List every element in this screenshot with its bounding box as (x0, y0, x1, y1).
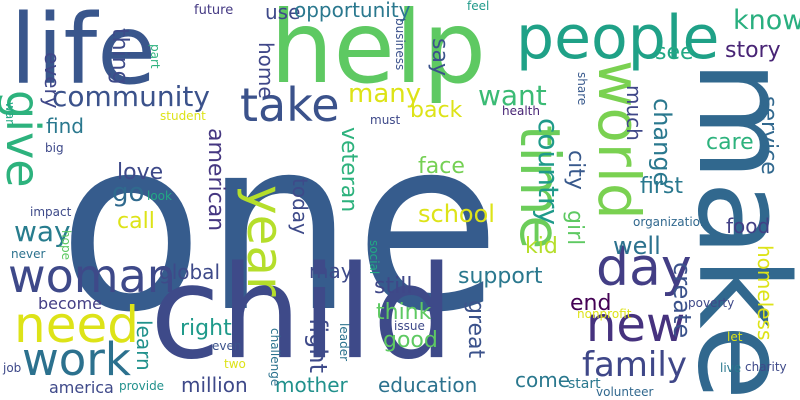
word-well: well (613, 232, 661, 260)
word-country: country (532, 118, 565, 226)
word-today: today (288, 178, 312, 235)
word-veteran: veteran (336, 127, 361, 213)
word-take: take (240, 78, 340, 132)
word-organization: organization (633, 215, 708, 229)
word-come: come (515, 368, 571, 392)
word-girl: girl (562, 210, 587, 246)
word-global: global (159, 260, 220, 284)
word-leader: leader (337, 323, 351, 362)
word-people: people (516, 3, 720, 73)
word-food: food (726, 214, 771, 238)
word-war: war (3, 102, 17, 125)
word-good: good (383, 328, 438, 353)
word-thing: thing (107, 28, 132, 85)
word-right: right (180, 316, 232, 341)
word-many: many (348, 79, 422, 109)
word-one: one (58, 88, 501, 365)
word-love: love (117, 160, 164, 185)
word-end: end (570, 291, 612, 316)
word-story: story (725, 38, 781, 63)
word-think: think (376, 300, 432, 325)
word-provide: provide (119, 379, 165, 393)
word-day: day (596, 238, 692, 298)
word-social: social (367, 240, 381, 275)
word-student: student (160, 109, 206, 123)
word-way: way (14, 215, 71, 248)
word-volunteer: volunteer (596, 385, 654, 399)
word-america: america (49, 378, 114, 397)
word-future: future (194, 3, 234, 18)
word-see: see (655, 40, 694, 65)
word-use: use (265, 0, 301, 24)
word-life: life (10, 0, 157, 106)
word-community: community (52, 80, 210, 113)
word-poverty: poverty (688, 296, 735, 310)
word-work: work (22, 333, 131, 386)
word-mother: mother (275, 373, 348, 397)
word-find: find (46, 114, 84, 138)
word-share: share (575, 72, 589, 106)
word-city: city (563, 150, 588, 190)
word-family: family (582, 345, 687, 385)
word-year: year (236, 185, 294, 297)
word-american: american (203, 128, 228, 232)
word-go: go (112, 178, 145, 208)
word-two: two (224, 357, 246, 371)
word-feel: feel (467, 0, 490, 13)
word-charity: charity (745, 360, 787, 374)
word-even: even (212, 339, 242, 353)
word-opportunity: opportunity (294, 0, 411, 22)
word-look: look (147, 189, 172, 203)
word-still: still (374, 274, 413, 299)
word-live: live (720, 361, 742, 375)
word-call: call (117, 209, 155, 234)
word-every: every (40, 52, 64, 109)
word-much: much (622, 85, 646, 141)
word-education: education (378, 373, 478, 397)
word-may: may (309, 259, 353, 283)
word-issue: issue (394, 319, 425, 333)
word-new: new (586, 297, 686, 353)
word-start: start (568, 376, 601, 392)
word-never: never (11, 247, 46, 261)
word-fight: fight (304, 318, 332, 373)
word-job: job (3, 361, 22, 375)
word-great: great (463, 300, 488, 359)
word-service: service (756, 96, 781, 175)
word-woman: woman (8, 249, 176, 303)
word-must: must (370, 113, 401, 127)
word-child: child (150, 239, 454, 388)
word-become: become (38, 294, 103, 313)
word-first: first (640, 174, 683, 199)
word-kid: kid (525, 234, 558, 259)
word-impact: impact (30, 205, 72, 219)
word-say: say (427, 38, 452, 76)
word-part: part (148, 44, 162, 69)
word-help: help (270, 0, 487, 106)
word-hope: hope (59, 230, 73, 260)
word-nonprofit: nonprofit (577, 307, 632, 321)
word-face: face (418, 154, 465, 179)
word-big: big (45, 141, 64, 155)
word-school: school (418, 200, 495, 228)
word-support: support (458, 264, 543, 289)
word-back: back (410, 98, 463, 123)
word-home: home (254, 42, 278, 99)
word-business: business (393, 18, 407, 71)
word-challenge: challenge (268, 328, 282, 387)
word-want: want (478, 79, 547, 112)
word-health: health (502, 104, 540, 118)
word-learn: learn (132, 320, 156, 371)
word-need: need (14, 296, 139, 354)
word-million: million (181, 373, 248, 397)
word-let: let (727, 330, 743, 344)
word-know: know (733, 5, 800, 36)
word-care: care (706, 130, 754, 155)
word-homeless: homeless (753, 245, 777, 341)
